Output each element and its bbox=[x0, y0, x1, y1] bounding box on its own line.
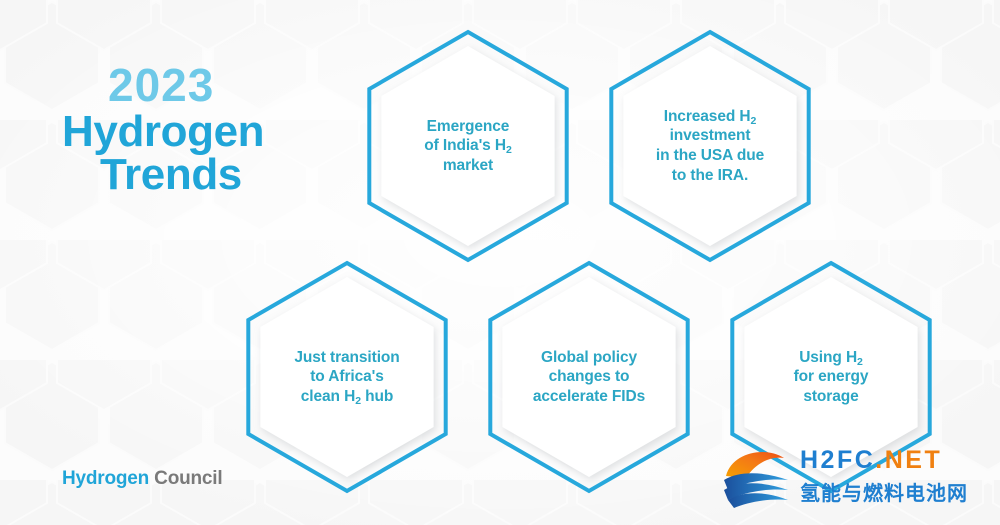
hexagon-label-emergence-of-indias-h2-market: Emergence of India's H2 market bbox=[383, 117, 553, 176]
hexagon-outline-global-policy-changes-accelerate-fids[interactable] bbox=[488, 260, 690, 494]
hexagon-label-using-h2-for-energy-storage: Using H2 for energy storage bbox=[746, 348, 916, 407]
hexagon-inner-fill bbox=[260, 277, 434, 477]
hexagon-label-line: changes to bbox=[504, 367, 674, 387]
hexagon-label-line: Just transition bbox=[262, 348, 432, 368]
brand-primary: Hydrogen bbox=[62, 468, 150, 489]
label-text: Increased H bbox=[663, 107, 751, 125]
label-text: storage bbox=[803, 388, 859, 406]
hexagon-inner-fill bbox=[744, 277, 918, 477]
watermark-text: H2FC.NET 氢能与燃料电池网 bbox=[800, 448, 968, 506]
hexagon-label-line: Using H2 bbox=[746, 348, 916, 368]
hexagon-label-line: to the IRA. bbox=[625, 166, 795, 186]
brand-secondary: Council bbox=[154, 468, 223, 489]
hexagon-inner-fill bbox=[381, 46, 555, 246]
hexagon-outline-using-h2-for-energy-storage[interactable] bbox=[730, 260, 932, 494]
hexagon-label-just-transition-africa-clean-h2-hub: Just transition to Africa's clean H2 hub bbox=[262, 348, 432, 408]
title-main: Hydrogen Trends bbox=[62, 107, 362, 200]
label-text: accelerate FIDs bbox=[532, 388, 646, 406]
label-text: market bbox=[442, 157, 494, 175]
label-text: hub bbox=[360, 388, 394, 406]
title-year: 2023 bbox=[108, 59, 215, 111]
hexagon-outline-just-transition-africa-clean-h2-hub[interactable] bbox=[246, 260, 448, 494]
hexagon-label-line: Emergence bbox=[383, 117, 553, 137]
hexagon-label-line: investment bbox=[625, 126, 795, 146]
subscript-text: 2 bbox=[857, 355, 863, 368]
hexagon-label-line: to Africa's bbox=[262, 367, 432, 387]
hexagon-label-increased-h2-investment-usa-ira: Increased H2 investment in the USA due to t… bbox=[625, 107, 795, 186]
label-text: for energy bbox=[793, 368, 869, 386]
label-text: to Africa's bbox=[310, 368, 384, 386]
label-text: Global policy bbox=[540, 348, 638, 366]
hexagon-inner-fill bbox=[623, 46, 797, 246]
watermark-domain-name: H2FC bbox=[800, 446, 876, 474]
watermark-domain: H2FC.NET bbox=[800, 448, 968, 473]
hexagon-label-line: Global policy bbox=[504, 348, 674, 368]
title-line-2: Trends bbox=[100, 150, 242, 200]
hexagon-label-line: market bbox=[383, 156, 553, 176]
label-text: Using H bbox=[799, 348, 858, 366]
hexagon-label-line: clean H2 hub bbox=[262, 387, 432, 407]
sun-and-waves-icon bbox=[724, 452, 788, 508]
label-text: Emergence bbox=[426, 117, 510, 135]
subscript-text: 2 bbox=[750, 114, 757, 127]
site-watermark: H2FC.NET 氢能与燃料电池网 bbox=[722, 444, 994, 518]
hexagon-inner-fill bbox=[502, 277, 676, 477]
title-line-1: Hydrogen bbox=[62, 107, 265, 156]
label-text: in the USA due bbox=[655, 147, 765, 165]
label-text: to the IRA. bbox=[671, 166, 749, 184]
hexagon-outline-emergence-of-indias-h2-market[interactable] bbox=[367, 29, 569, 263]
hexagon-label-line: Increased H2 bbox=[625, 107, 795, 127]
hexagon-outline-increased-h2-investment-usa-ira[interactable] bbox=[609, 29, 811, 263]
hexagon-label-line: accelerate FIDs bbox=[504, 387, 674, 407]
label-text: investment bbox=[669, 127, 751, 145]
hexagon-label-line: of India's H2 bbox=[383, 136, 553, 156]
hexagon-label-global-policy-changes-accelerate-fids: Global policy changes to accelerate FIDs bbox=[504, 348, 674, 407]
label-text: of India's H bbox=[424, 137, 506, 155]
label-text: Just transition bbox=[294, 348, 400, 366]
hexagon-label-line: for energy bbox=[746, 367, 916, 387]
subscript-text: 2 bbox=[505, 144, 512, 157]
label-text: clean H bbox=[300, 388, 356, 406]
watermark-subtitle: 氢能与燃料电池网 bbox=[800, 481, 968, 505]
hexagon-label-line: in the USA due bbox=[625, 146, 795, 166]
label-text: changes to bbox=[548, 368, 630, 386]
hydrogen-council-logo: Hydrogen Council bbox=[62, 468, 223, 490]
watermark-domain-tld: .NET bbox=[875, 446, 943, 474]
page-title: 2023 Hydrogen Trends bbox=[62, 59, 362, 200]
subscript-text: 2 bbox=[355, 395, 361, 408]
hexagon-label-line: storage bbox=[746, 387, 916, 407]
